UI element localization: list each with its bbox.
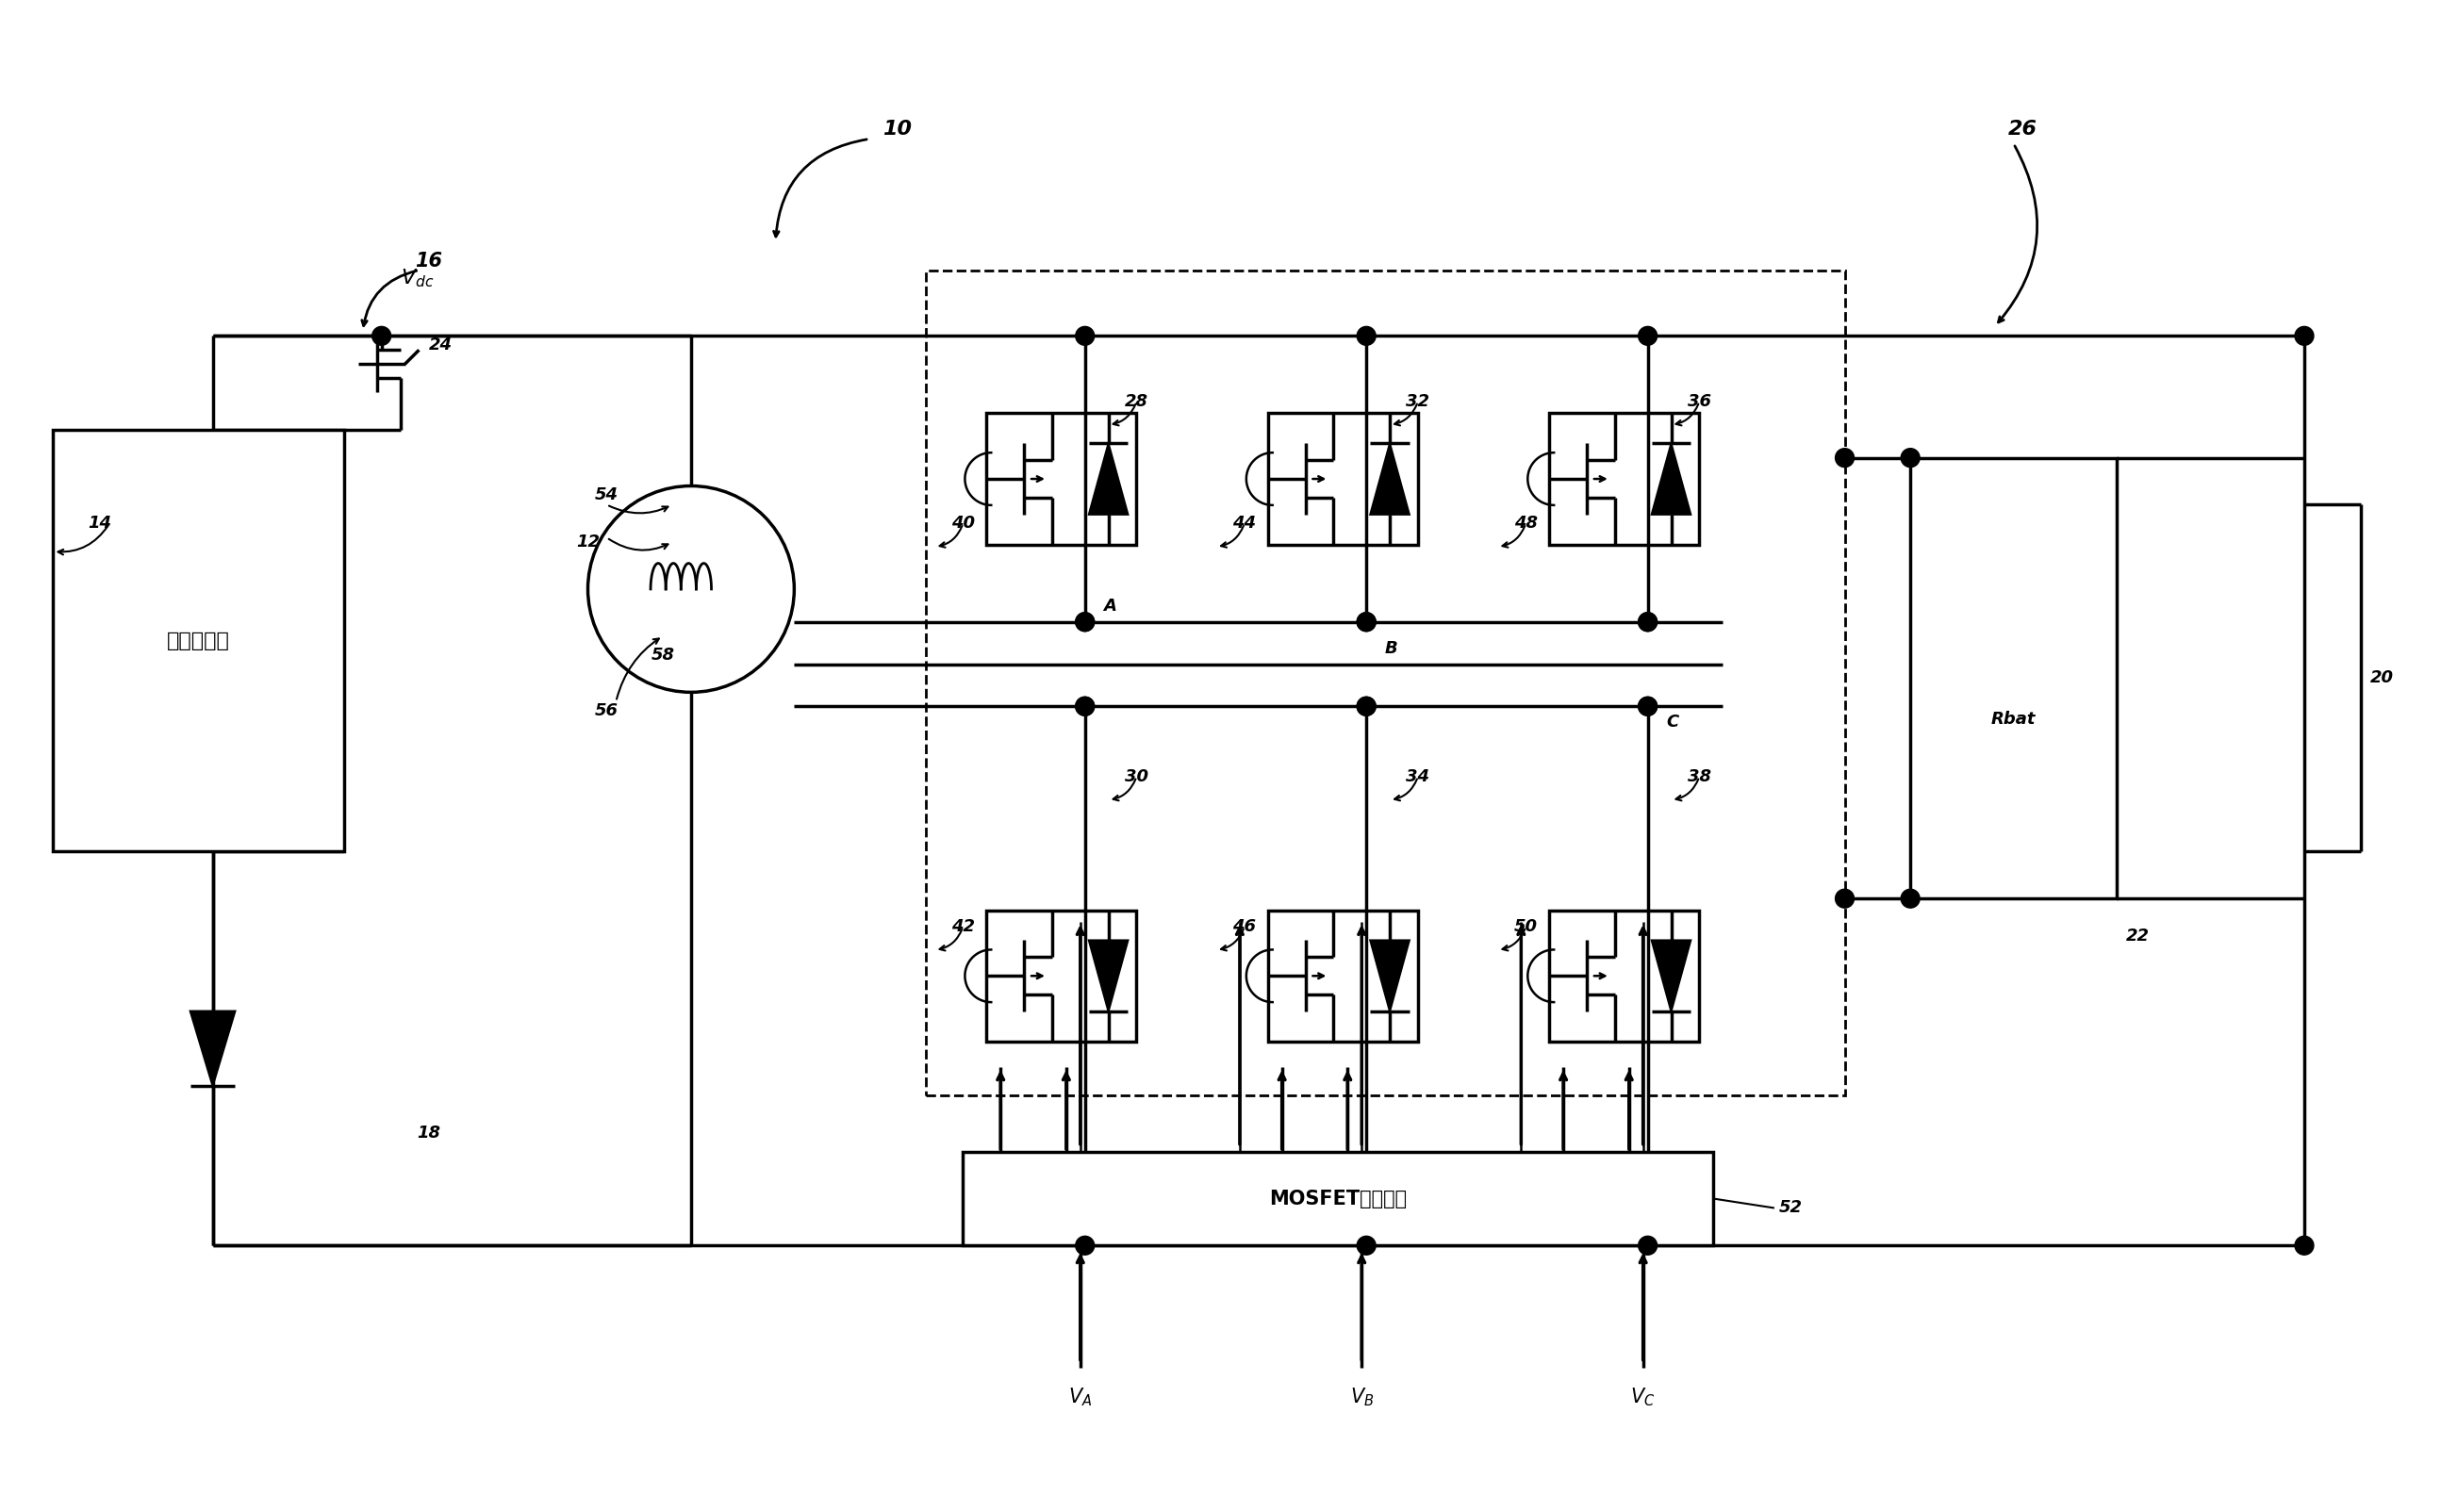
- Circle shape: [1357, 612, 1377, 632]
- Text: 12: 12: [576, 534, 600, 550]
- Text: 36: 36: [1687, 393, 1711, 410]
- Text: 26: 26: [2009, 119, 2038, 139]
- Circle shape: [1076, 612, 1094, 632]
- Polygon shape: [1089, 940, 1128, 1012]
- Text: 14: 14: [88, 516, 112, 532]
- Text: 16: 16: [415, 251, 442, 271]
- Text: 24: 24: [430, 337, 452, 354]
- Text: 56: 56: [596, 703, 618, 720]
- Circle shape: [1076, 1237, 1094, 1255]
- Circle shape: [1902, 449, 1919, 467]
- Bar: [54, 429, 344, 851]
- Text: 52: 52: [1779, 1199, 1801, 1217]
- Circle shape: [1076, 697, 1094, 715]
- Circle shape: [1638, 612, 1657, 632]
- Bar: [986, 413, 1138, 544]
- Text: 电压调节器: 电压调节器: [166, 631, 229, 650]
- Text: MOSFET控制电路: MOSFET控制电路: [1269, 1190, 1406, 1208]
- Bar: [925, 271, 1845, 1096]
- Bar: [986, 910, 1138, 1042]
- Circle shape: [1638, 1237, 1657, 1255]
- Text: 18: 18: [417, 1125, 439, 1142]
- Text: 54: 54: [596, 487, 618, 503]
- Text: $V_B$: $V_B$: [1350, 1387, 1374, 1408]
- Text: 34: 34: [1406, 768, 1430, 785]
- Text: 44: 44: [1233, 516, 1257, 532]
- Circle shape: [1357, 1237, 1377, 1255]
- Circle shape: [1357, 612, 1377, 632]
- Circle shape: [1638, 697, 1657, 715]
- Text: 50: 50: [1513, 918, 1538, 934]
- Polygon shape: [1653, 940, 1692, 1012]
- Polygon shape: [1369, 940, 1408, 1012]
- Circle shape: [1357, 697, 1377, 715]
- Text: $V_C$: $V_C$: [1631, 1387, 1655, 1408]
- Circle shape: [1638, 697, 1657, 715]
- Polygon shape: [1089, 443, 1128, 514]
- Text: 40: 40: [952, 516, 974, 532]
- Circle shape: [1902, 889, 1919, 907]
- Circle shape: [1638, 612, 1657, 632]
- Text: 28: 28: [1125, 393, 1147, 410]
- Bar: [1550, 910, 1699, 1042]
- Circle shape: [1076, 697, 1094, 715]
- Text: 46: 46: [1233, 918, 1257, 934]
- Text: A: A: [1103, 597, 1118, 614]
- Text: 48: 48: [1513, 516, 1538, 532]
- Circle shape: [2295, 1237, 2314, 1255]
- Circle shape: [1357, 697, 1377, 715]
- Text: 20: 20: [2370, 670, 2395, 686]
- Circle shape: [1076, 612, 1094, 632]
- Text: 30: 30: [1125, 768, 1147, 785]
- Text: C: C: [1667, 714, 1679, 730]
- Bar: [964, 1152, 1714, 1246]
- Text: 42: 42: [952, 918, 974, 934]
- Polygon shape: [1653, 443, 1692, 514]
- Bar: [1267, 910, 1418, 1042]
- Circle shape: [1638, 327, 1657, 345]
- Text: 22: 22: [2126, 927, 2151, 945]
- Circle shape: [2295, 327, 2314, 345]
- Text: 38: 38: [1687, 768, 1711, 785]
- Circle shape: [1357, 327, 1377, 345]
- Circle shape: [1076, 327, 1094, 345]
- Text: 10: 10: [884, 119, 913, 139]
- Bar: [1267, 413, 1418, 544]
- Text: B: B: [1384, 640, 1399, 656]
- Circle shape: [371, 327, 391, 345]
- Polygon shape: [1369, 443, 1408, 514]
- Polygon shape: [190, 1012, 234, 1086]
- Text: $V_A$: $V_A$: [1069, 1387, 1091, 1408]
- Text: 58: 58: [652, 646, 674, 664]
- Circle shape: [1836, 889, 1855, 907]
- Text: $V_{dc}$: $V_{dc}$: [400, 266, 434, 289]
- Circle shape: [1836, 449, 1855, 467]
- Text: Rbat: Rbat: [1992, 711, 2036, 727]
- Bar: [1911, 458, 2116, 898]
- Text: 32: 32: [1406, 393, 1430, 410]
- Bar: [1550, 413, 1699, 544]
